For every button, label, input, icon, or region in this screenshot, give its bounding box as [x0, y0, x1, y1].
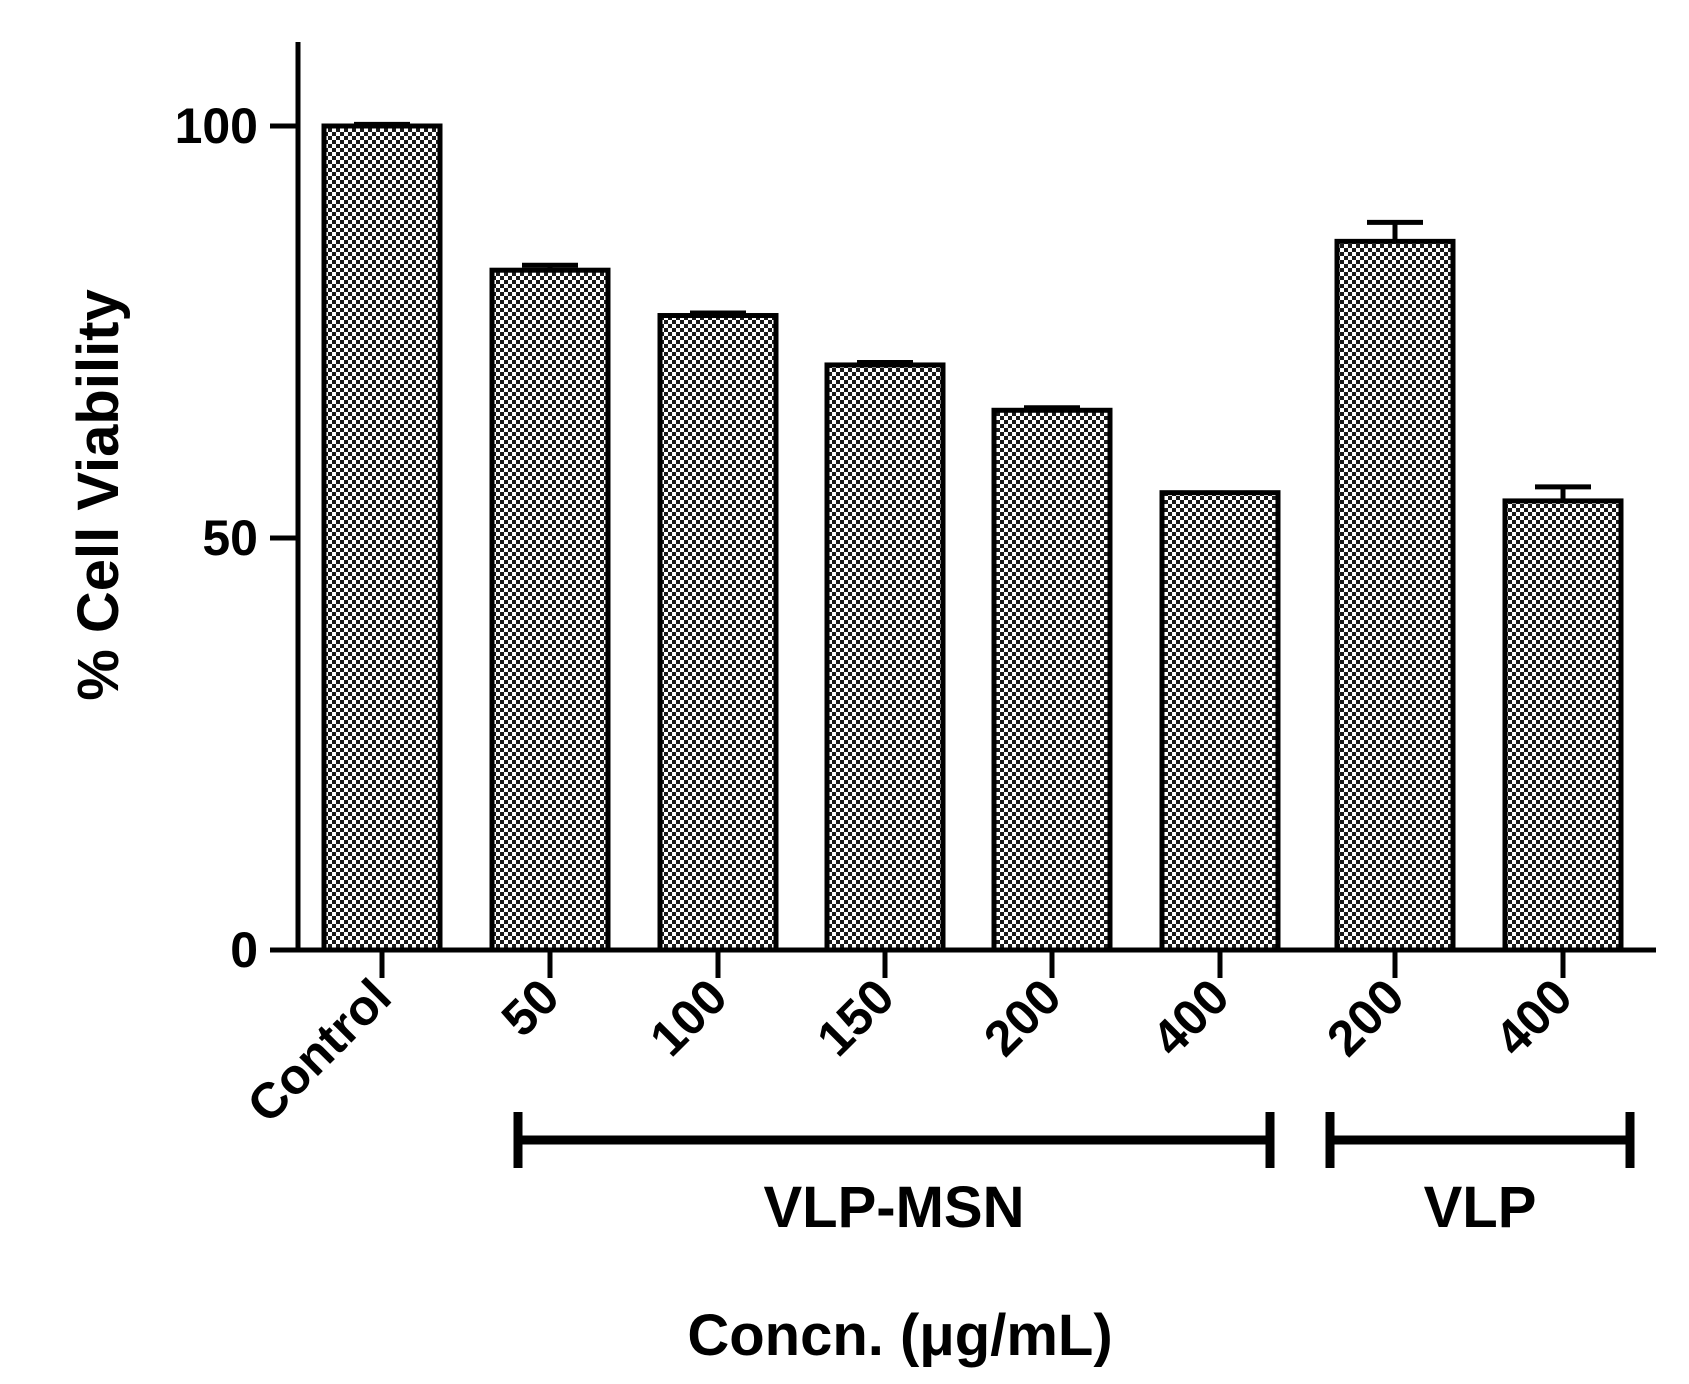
y-ticks-layer: 0 50 100	[175, 98, 298, 978]
bar-3	[824, 362, 946, 953]
bar-0	[321, 123, 443, 953]
group-brackets-layer: VLP-MSN VLP	[513, 1112, 1635, 1240]
x-tick-label-0: Control	[237, 968, 402, 1133]
x-tick-label-7: 400	[1484, 968, 1583, 1067]
bar-7	[1502, 498, 1624, 953]
y-tick-label-0: 0	[230, 922, 258, 978]
group-label-0: VLP-MSN	[764, 1175, 1025, 1240]
x-tick-label-3: 150	[806, 968, 905, 1067]
x-ticks-layer: Control 50 100 150 200 400 200 400	[237, 950, 1583, 1133]
bars-layer	[321, 123, 1624, 953]
x-tick-label-5: 400	[1141, 968, 1240, 1067]
x-tick-label-6: 200	[1316, 968, 1415, 1067]
x-tick-label-4: 200	[973, 968, 1072, 1067]
x-axis-label: Concn. (μg/mL)	[687, 1303, 1112, 1368]
x-tick-label-2: 100	[639, 968, 738, 1067]
bar-4	[991, 407, 1113, 953]
bar-5	[1159, 490, 1281, 953]
bar-1	[489, 267, 611, 953]
y-tick-label-1: 50	[202, 510, 258, 566]
y-tick-label-2: 100	[175, 98, 258, 154]
error-bars-layer	[354, 121, 1591, 501]
x-tick-label-1: 50	[491, 968, 570, 1047]
group-label-1: VLP	[1424, 1175, 1537, 1240]
bar-6	[1334, 238, 1456, 953]
y-axis-label: % Cell Viability	[66, 289, 131, 701]
bar-2	[657, 313, 779, 953]
